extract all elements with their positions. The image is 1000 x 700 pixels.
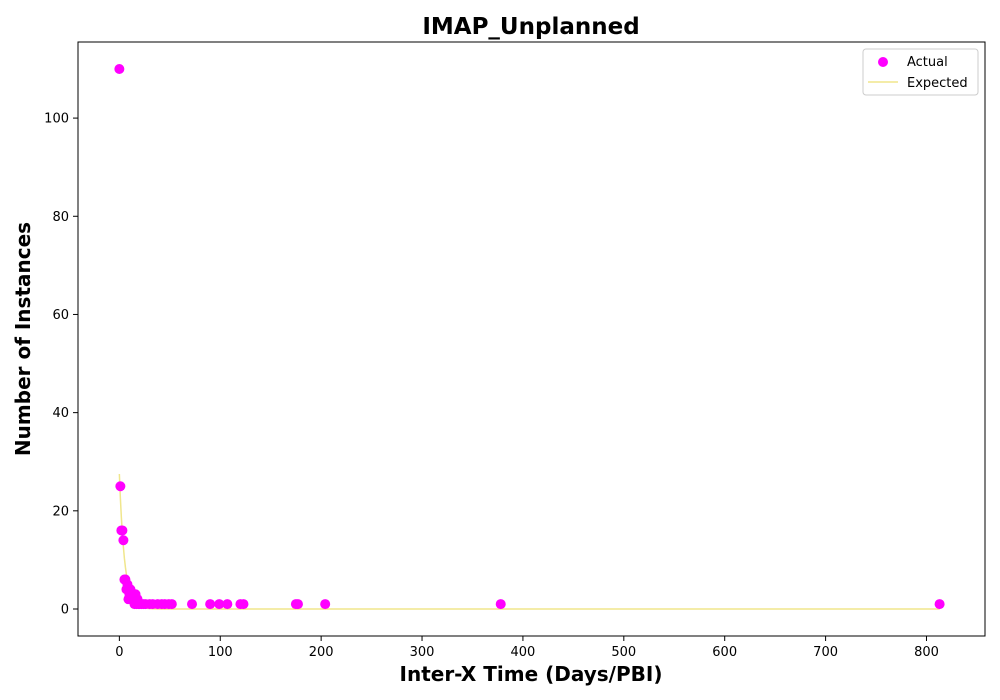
chart-title: IMAP_Unplanned — [422, 14, 639, 40]
series-layer — [114, 64, 945, 610]
x-tick-label: 300 — [410, 645, 435, 660]
actual-point — [238, 599, 249, 610]
y-tick-label: 20 — [52, 504, 69, 519]
actual-point — [292, 599, 303, 610]
x-tick-label: 800 — [914, 645, 939, 660]
actual-point — [118, 535, 129, 546]
actual-point — [115, 481, 126, 492]
actual-point — [117, 525, 128, 536]
plot-area — [77, 41, 986, 637]
x-tick-label: 0 — [115, 645, 123, 660]
actual-point — [187, 599, 198, 610]
actual-point — [934, 599, 945, 610]
x-tick-label: 700 — [813, 645, 838, 660]
actual-point — [205, 599, 216, 610]
x-axis-label: Inter-X Time (Days/PBI) — [400, 662, 663, 686]
legend-box — [862, 48, 979, 96]
legend: Actual Expected — [862, 48, 979, 96]
y-axis-ticks: 0 20 40 60 80 100 — [44, 112, 78, 618]
actual-point — [495, 599, 506, 610]
x-tick-label: 200 — [309, 645, 334, 660]
x-tick-label: 600 — [712, 645, 737, 660]
y-tick-label: 100 — [44, 112, 69, 127]
y-tick-label: 0 — [61, 603, 69, 618]
legend-actual-marker — [878, 57, 888, 67]
y-tick-label: 60 — [52, 308, 69, 323]
actual-point — [214, 599, 225, 610]
x-axis-ticks: 0 100 200 300 400 500 600 700 800 — [115, 636, 939, 660]
legend-actual-label: Actual — [907, 55, 948, 70]
y-axis-label: Number of Instances — [11, 222, 35, 456]
actual-point — [166, 599, 177, 610]
x-tick-label: 500 — [611, 645, 636, 660]
actual-point — [114, 64, 125, 74]
y-tick-label: 80 — [52, 210, 69, 225]
actual-point — [320, 599, 331, 610]
legend-expected-label: Expected — [907, 76, 968, 91]
x-tick-label: 100 — [208, 645, 233, 660]
actual-point — [222, 599, 233, 610]
x-tick-label: 400 — [511, 645, 536, 660]
y-tick-label: 40 — [52, 406, 69, 421]
